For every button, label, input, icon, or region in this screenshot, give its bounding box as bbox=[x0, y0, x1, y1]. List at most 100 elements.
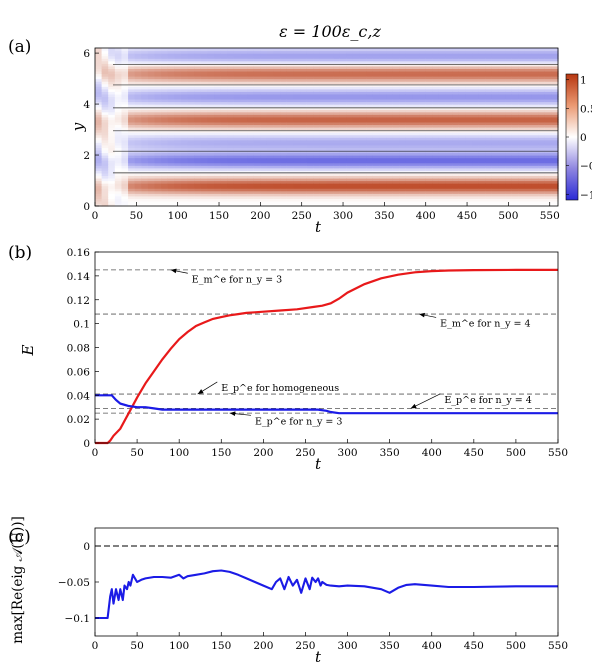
heatmap-cell bbox=[207, 65, 215, 69]
heatmap-cell bbox=[538, 185, 546, 189]
heatmap-cell bbox=[233, 172, 242, 177]
heatmap-cell bbox=[452, 157, 460, 161]
heatmap-cell bbox=[505, 48, 513, 52]
heatmap-cell bbox=[531, 127, 539, 131]
heatmap-cell bbox=[511, 119, 519, 123]
heatmap-cell bbox=[538, 60, 546, 64]
heatmap-cell bbox=[319, 124, 328, 128]
heatmap-cell bbox=[233, 116, 242, 120]
heatmap-cell bbox=[194, 180, 202, 184]
heatmap-cell bbox=[293, 170, 301, 174]
heatmap-cell bbox=[306, 119, 314, 123]
heatmap-cell bbox=[101, 155, 109, 159]
heatmap-cell bbox=[458, 76, 466, 80]
heatmap-cell bbox=[531, 162, 539, 166]
heatmap-cell bbox=[200, 50, 209, 54]
heatmap-cell bbox=[180, 203, 189, 207]
heatmap-cell bbox=[194, 172, 202, 177]
heatmap-cell bbox=[405, 183, 414, 187]
heatmap-cell bbox=[432, 58, 440, 62]
heatmap-cell bbox=[544, 81, 552, 85]
heatmap-cell bbox=[286, 50, 295, 54]
heatmap-cell bbox=[352, 134, 361, 138]
heatmap-cell bbox=[273, 111, 281, 115]
heatmap-cell bbox=[121, 55, 129, 59]
heatmap-cell bbox=[538, 68, 546, 72]
heatmap-cell bbox=[452, 55, 460, 59]
heatmap-cell bbox=[333, 152, 341, 156]
heatmap-cell bbox=[524, 65, 533, 69]
heatmap-cell bbox=[531, 183, 539, 187]
heatmap-cell bbox=[339, 86, 347, 90]
heatmap-cell bbox=[95, 93, 103, 98]
heatmap-cell bbox=[194, 93, 202, 98]
heatmap-cell bbox=[253, 53, 261, 57]
heatmap-cell bbox=[194, 73, 202, 77]
heatmap-cell bbox=[491, 81, 500, 85]
heatmap-cell bbox=[346, 152, 354, 156]
heatmap-cell bbox=[220, 200, 228, 205]
heatmap-cell bbox=[326, 76, 334, 80]
heatmap-cell bbox=[306, 116, 314, 120]
heatmap-cell bbox=[399, 177, 407, 182]
heatmap-cell bbox=[286, 167, 295, 171]
heatmap-cell bbox=[207, 96, 215, 100]
heatmap-cell bbox=[538, 121, 546, 126]
heatmap-cell bbox=[286, 144, 295, 148]
heatmap-cell bbox=[372, 114, 381, 118]
heatmap-cell bbox=[326, 195, 334, 199]
heatmap-cell bbox=[240, 147, 248, 151]
heatmap-cell bbox=[452, 70, 460, 75]
heatmap-cell bbox=[366, 193, 374, 197]
heatmap-cell bbox=[293, 81, 301, 85]
heatmap-cell bbox=[134, 198, 142, 202]
heatmap-cell bbox=[352, 50, 361, 54]
heatmap-cell bbox=[313, 124, 321, 128]
heatmap-cell bbox=[154, 86, 162, 90]
heatmap-cell bbox=[366, 109, 374, 113]
heatmap-cell bbox=[319, 70, 328, 75]
heatmap-cell bbox=[445, 93, 453, 98]
heatmap-cell bbox=[379, 185, 387, 189]
heatmap-cell bbox=[386, 132, 394, 136]
heatmap-cell bbox=[108, 48, 116, 52]
heatmap-cell bbox=[293, 193, 301, 197]
heatmap-cell bbox=[167, 101, 175, 105]
heatmap-cell bbox=[101, 50, 109, 54]
heatmap-cell bbox=[141, 119, 149, 123]
heatmap-cell bbox=[465, 76, 473, 80]
heatmap-cell bbox=[260, 172, 268, 177]
heatmap-cell bbox=[478, 139, 486, 143]
heatmap-x-tick-label: 550 bbox=[540, 210, 560, 222]
heatmap-cell bbox=[379, 114, 387, 118]
heatmap-cell bbox=[399, 68, 407, 72]
energy-x-tick-label: 100 bbox=[169, 447, 189, 459]
heatmap-cell bbox=[128, 111, 136, 115]
heatmap-cell bbox=[214, 142, 222, 146]
heatmap-cell bbox=[445, 50, 453, 54]
heatmap-cell bbox=[412, 124, 420, 128]
heatmap-cell bbox=[472, 134, 480, 138]
heatmap-x-tick-label: 0 bbox=[92, 210, 99, 222]
heatmap-cell bbox=[326, 124, 334, 128]
heatmap-cell bbox=[266, 195, 275, 199]
heatmap-cell bbox=[134, 73, 142, 77]
heatmap-cell bbox=[121, 144, 129, 148]
heatmap-cell bbox=[114, 144, 123, 148]
heatmap-cell bbox=[352, 121, 361, 126]
heatmap-cell bbox=[101, 162, 109, 166]
heatmap-cell bbox=[379, 119, 387, 123]
heatmap-cell bbox=[425, 60, 433, 64]
energy-y-label: E bbox=[19, 344, 37, 356]
heatmap-cell bbox=[425, 73, 433, 77]
heatmap-cell bbox=[465, 142, 473, 146]
heatmap-cell bbox=[207, 58, 215, 62]
heatmap-cell bbox=[346, 88, 354, 92]
heatmap-cell bbox=[233, 139, 242, 143]
heatmap-cell bbox=[432, 119, 440, 123]
heatmap-cell bbox=[458, 68, 466, 72]
heatmap-cell bbox=[214, 177, 222, 182]
heatmap-cell bbox=[445, 177, 453, 182]
heatmap-cell bbox=[465, 116, 473, 120]
energy-x-tick-label: 250 bbox=[295, 447, 315, 459]
